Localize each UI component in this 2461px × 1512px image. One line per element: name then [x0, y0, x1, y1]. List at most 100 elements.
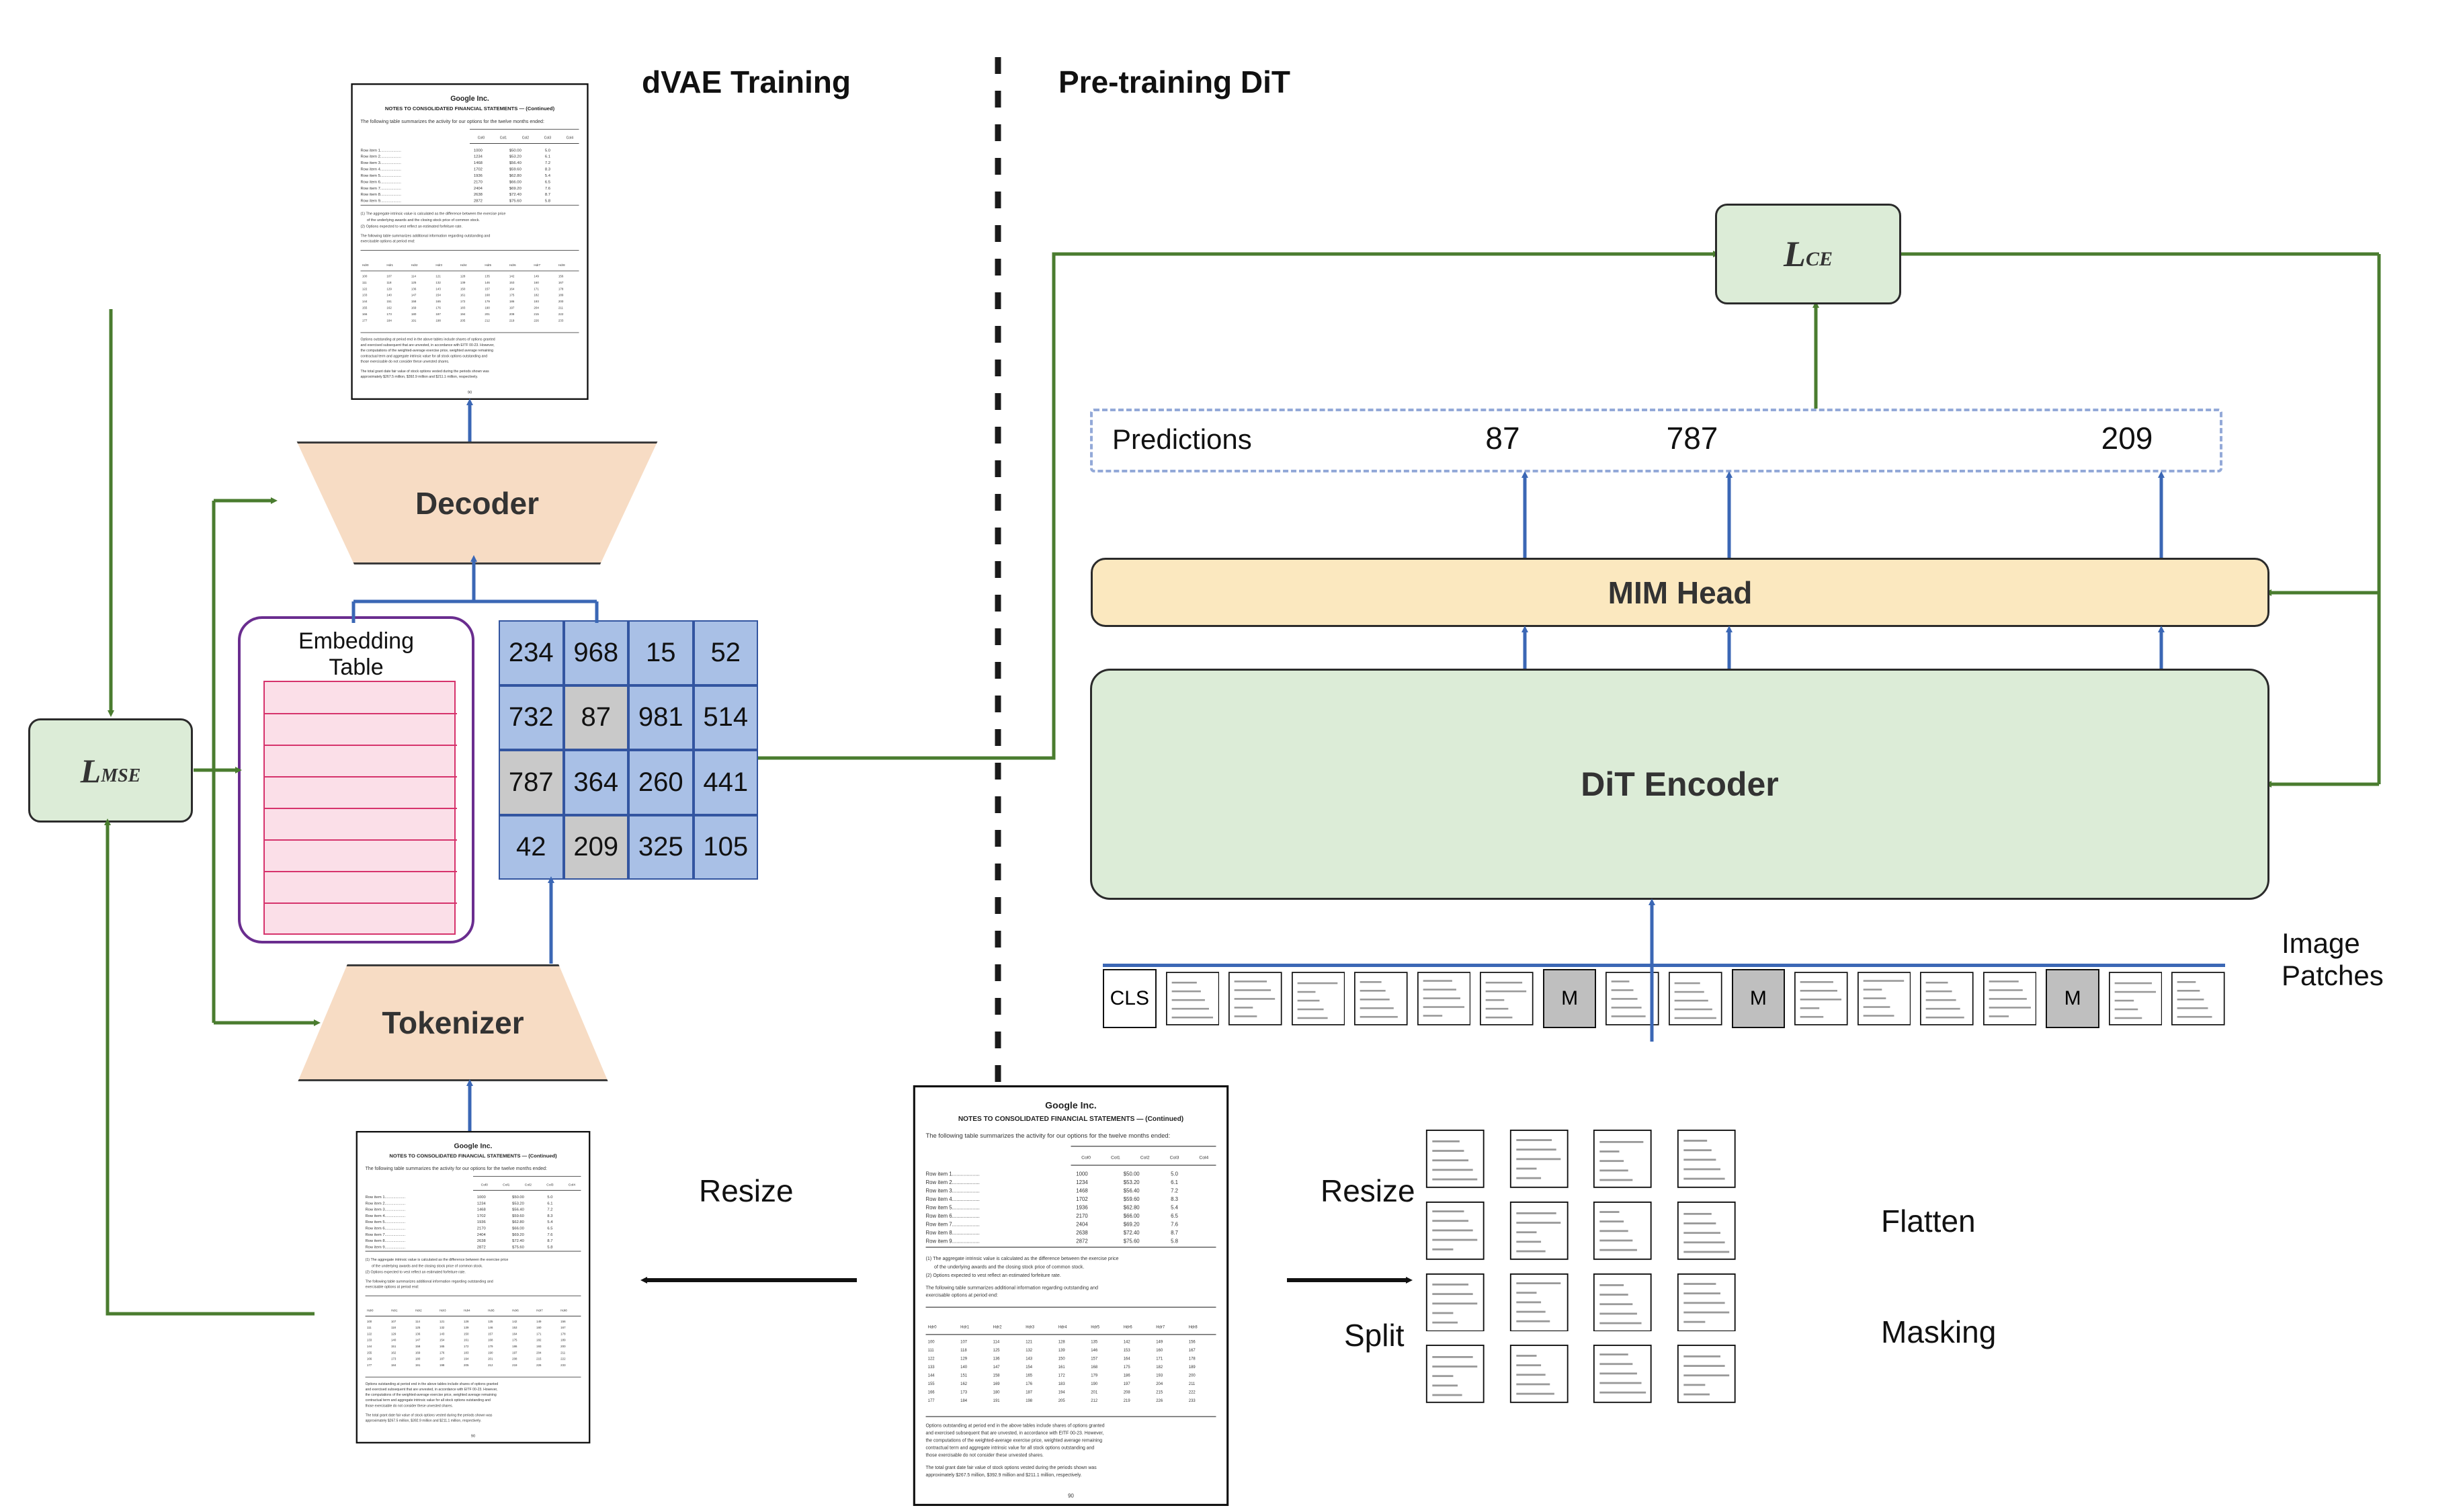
svg-text:149: 149 [536, 1320, 542, 1323]
svg-text:142: 142 [512, 1320, 517, 1323]
svg-text:the computations of the weight: the computations of the weighted-average… [366, 1393, 497, 1397]
svg-text:215: 215 [536, 1357, 542, 1361]
svg-text:$75.60: $75.60 [512, 1245, 524, 1249]
svg-text:approximately $267.5 million,: approximately $267.5 million, $392.9 mil… [366, 1419, 481, 1423]
svg-text:$72.40: $72.40 [512, 1239, 524, 1243]
svg-text:Col3: Col3 [546, 1183, 553, 1187]
svg-text:Row item 8...................: Row item 8................... [366, 1239, 406, 1243]
svg-text:160: 160 [536, 1326, 542, 1329]
svg-text:176: 176 [440, 1351, 445, 1354]
svg-text:Hdr0: Hdr0 [367, 1309, 374, 1312]
svg-text:8.7: 8.7 [547, 1239, 552, 1243]
svg-text:183: 183 [464, 1351, 469, 1354]
svg-text:157: 157 [488, 1332, 493, 1335]
svg-text:164: 164 [512, 1332, 517, 1335]
svg-text:165: 165 [440, 1345, 445, 1348]
svg-text:1468: 1468 [477, 1208, 486, 1212]
svg-text:6.1: 6.1 [547, 1202, 552, 1206]
svg-text:172: 172 [464, 1345, 469, 1348]
svg-text:of the underlying awards and t: of the underlying awards and the closing… [372, 1264, 483, 1268]
svg-text:156: 156 [560, 1320, 566, 1323]
svg-text:147: 147 [415, 1339, 421, 1342]
svg-text:182: 182 [536, 1339, 542, 1342]
svg-text:2638: 2638 [477, 1239, 486, 1243]
svg-text:208: 208 [512, 1357, 517, 1361]
svg-text:146: 146 [488, 1326, 493, 1329]
svg-text:122: 122 [367, 1332, 372, 1335]
svg-text:The following table summarizes: The following table summarizes the activ… [366, 1167, 547, 1171]
svg-text:Hdr8: Hdr8 [560, 1309, 567, 1312]
svg-text:7.6: 7.6 [547, 1233, 552, 1237]
svg-text:Hdr5: Hdr5 [488, 1309, 495, 1312]
svg-text:Col1: Col1 [503, 1183, 509, 1187]
svg-text:111: 111 [367, 1326, 372, 1329]
svg-text:NOTES TO CONSOLIDATED FINANCIA: NOTES TO CONSOLIDATED FINANCIAL STATEMEN… [389, 1153, 557, 1159]
svg-text:233: 233 [560, 1363, 566, 1367]
svg-text:$50.00: $50.00 [512, 1195, 524, 1200]
svg-text:140: 140 [391, 1339, 397, 1342]
svg-text:191: 191 [415, 1363, 421, 1367]
svg-text:219: 219 [512, 1363, 517, 1367]
svg-text:212: 212 [488, 1363, 493, 1367]
svg-text:118: 118 [391, 1326, 397, 1329]
svg-text:155: 155 [367, 1351, 372, 1354]
svg-text:222: 222 [560, 1357, 566, 1361]
svg-text:1936: 1936 [477, 1220, 486, 1224]
svg-text:and exercised subsequent that: and exercised subsequent that are unvest… [366, 1388, 498, 1392]
svg-text:133: 133 [367, 1339, 372, 1342]
svg-text:Col2: Col2 [525, 1183, 532, 1187]
svg-text:162: 162 [391, 1351, 397, 1354]
svg-text:Col4: Col4 [569, 1183, 575, 1187]
svg-text:1234: 1234 [477, 1202, 487, 1206]
svg-text:7.2: 7.2 [547, 1208, 552, 1212]
svg-text:121: 121 [440, 1320, 445, 1323]
svg-text:1000: 1000 [477, 1195, 486, 1200]
svg-text:Row item 4...................: Row item 4................... [366, 1214, 406, 1218]
svg-text:(1) The aggregate intrinsic va: (1) The aggregate intrinsic value is cal… [366, 1258, 509, 1262]
svg-text:180: 180 [415, 1357, 421, 1361]
svg-text:$66.00: $66.00 [512, 1226, 524, 1230]
svg-text:167: 167 [560, 1326, 566, 1329]
svg-text:exercisable options at period: exercisable options at period end: [366, 1286, 419, 1290]
svg-text:166: 166 [367, 1357, 372, 1361]
svg-text:$62.80: $62.80 [512, 1220, 524, 1224]
svg-text:168: 168 [488, 1339, 493, 1342]
svg-text:$69.20: $69.20 [512, 1233, 524, 1237]
svg-text:Col0: Col0 [481, 1183, 488, 1187]
svg-text:173: 173 [391, 1357, 397, 1361]
svg-text:8.3: 8.3 [547, 1214, 552, 1218]
svg-text:187: 187 [440, 1357, 445, 1361]
svg-text:$53.20: $53.20 [512, 1202, 524, 1206]
svg-text:205: 205 [464, 1363, 469, 1367]
svg-text:150: 150 [464, 1332, 469, 1335]
svg-text:Hdr7: Hdr7 [536, 1309, 543, 1312]
svg-text:5.8: 5.8 [547, 1245, 552, 1249]
svg-text:169: 169 [415, 1351, 421, 1354]
svg-text:175: 175 [512, 1339, 517, 1342]
svg-text:$56.40: $56.40 [512, 1208, 524, 1212]
svg-text:Options outstanding at period: Options outstanding at period end in the… [366, 1382, 499, 1386]
svg-text:Hdr2: Hdr2 [415, 1309, 422, 1312]
svg-text:contractual term and aggregate: contractual term and aggregate intrinsic… [366, 1398, 491, 1402]
svg-text:201: 201 [488, 1357, 493, 1361]
svg-text:5.4: 5.4 [547, 1220, 553, 1224]
svg-text:189: 189 [560, 1339, 566, 1342]
svg-text:129: 129 [391, 1332, 397, 1335]
svg-text:197: 197 [512, 1351, 517, 1354]
svg-text:186: 186 [512, 1345, 517, 1348]
svg-text:2872: 2872 [477, 1245, 486, 1249]
svg-text:Row item 5...................: Row item 5................... [366, 1220, 406, 1224]
svg-text:Row item 2...................: Row item 2................... [366, 1202, 406, 1206]
svg-text:154: 154 [440, 1339, 445, 1342]
svg-text:114: 114 [415, 1320, 421, 1323]
svg-text:171: 171 [536, 1332, 542, 1335]
svg-text:132: 132 [440, 1326, 445, 1329]
svg-text:90: 90 [471, 1435, 475, 1439]
svg-text:Row item 1...................: Row item 1................... [366, 1195, 406, 1200]
svg-text:204: 204 [536, 1351, 542, 1354]
svg-text:200: 200 [560, 1345, 566, 1348]
svg-text:(2) Options expected to vest r: (2) Options expected to vest reflect an … [366, 1271, 466, 1275]
svg-text:2170: 2170 [477, 1226, 486, 1230]
svg-text:107: 107 [391, 1320, 397, 1323]
svg-text:153: 153 [512, 1326, 517, 1329]
